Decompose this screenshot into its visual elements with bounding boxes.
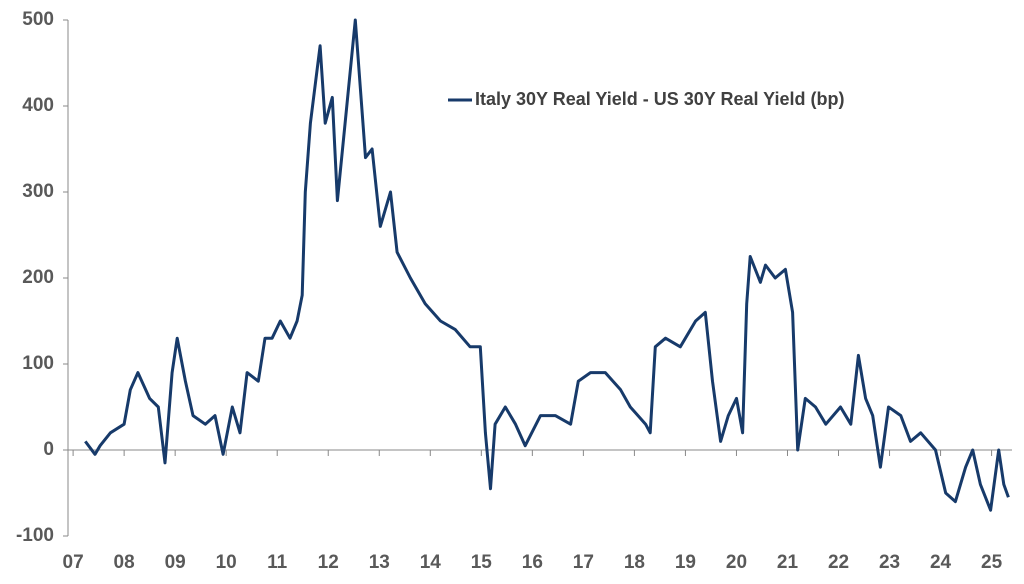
x-tick-label: 11 [267,552,288,573]
x-tick-label: 15 [471,552,493,573]
x-tick-label: 13 [369,552,390,573]
x-tick-label: 12 [318,552,339,573]
x-tick-label: 07 [63,552,84,573]
x-tick-label: 14 [420,552,442,573]
series-line [84,18,1010,512]
x-tick-label: 17 [573,552,594,573]
x-tick-label: 25 [981,552,1003,573]
x-tick-label: 18 [624,552,645,573]
x-tick-label: 23 [879,552,900,573]
x-tick-label: 24 [930,552,952,573]
y-tick-label: 500 [22,9,54,30]
x-tick-label: 21 [777,552,799,573]
y-tick-label: 0 [43,439,54,460]
x-tick-label: 09 [165,552,186,573]
y-tick-label: 100 [22,353,54,374]
y-tick-label: 300 [22,181,54,202]
x-tick-label: 10 [216,552,237,573]
legend-label: Italy 30Y Real Yield - US 30Y Real Yield… [475,89,845,109]
x-tick-label: 22 [828,552,849,573]
x-tick-label: 19 [675,552,696,573]
y-tick-label: -100 [16,525,54,546]
y-tick-label: 200 [22,267,54,288]
x-tick-label: 08 [114,552,135,573]
y-tick-label: 400 [22,95,54,116]
x-tick-label: 16 [522,552,543,573]
x-tick-label: 20 [726,552,747,573]
